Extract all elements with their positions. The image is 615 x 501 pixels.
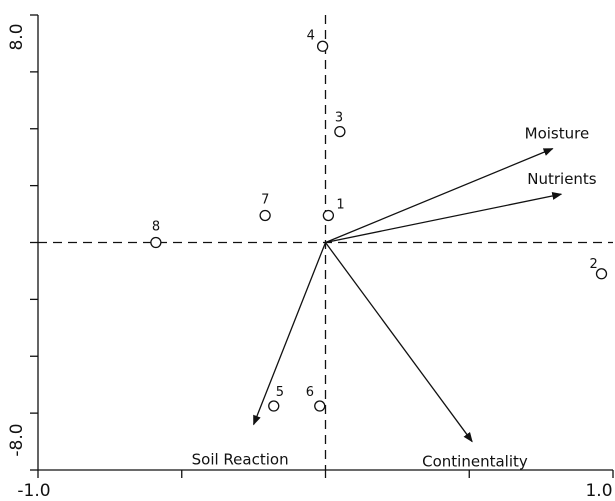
vector-label-soil-reaction: Soil Reaction	[192, 451, 289, 469]
site-point-label-6: 6	[306, 385, 314, 400]
site-point-1	[322, 209, 335, 222]
site-point-label-2: 2	[590, 257, 598, 272]
site-point-label-4: 4	[307, 28, 315, 43]
axes: -1.0 1.0 8.0 -8.0	[7, 14, 614, 501]
vector-arrow-soil-reaction	[253, 242, 327, 426]
site-point-5	[268, 400, 280, 412]
site-point-label-7: 7	[261, 192, 269, 207]
site-point-6	[314, 400, 326, 412]
site-point-7	[259, 209, 271, 222]
vector-label-continentality: Continentality	[422, 453, 528, 471]
environmental-vectors: Moisture Nutrients Soil Reaction Continenta…	[192, 125, 597, 471]
x-tick-label-max: 1.0	[585, 481, 612, 501]
y-tick-label-max: 8.0	[7, 23, 27, 50]
site-point-label-8: 8	[152, 220, 160, 235]
vector-arrow-continentality	[324, 242, 473, 443]
vector-arrow-nutrients	[325, 192, 563, 244]
vector-label-nutrients: Nutrients	[527, 170, 597, 188]
vector-arrow-moisture	[325, 148, 554, 244]
site-point-label-1: 1	[336, 197, 344, 212]
y-tick-label-min: -8.0	[7, 423, 27, 456]
x-tick-label-min: -1.0	[17, 481, 50, 501]
site-point-label-3: 3	[335, 111, 343, 126]
site-point-label-5: 5	[276, 385, 284, 400]
site-point-3	[334, 125, 346, 138]
site-point-4	[316, 40, 329, 52]
vector-label-moisture: Moisture	[525, 125, 590, 143]
site-point-2	[595, 268, 608, 280]
site-points: 1 2 3 4 5 6 7 8	[150, 28, 608, 412]
site-point-8	[150, 236, 162, 249]
